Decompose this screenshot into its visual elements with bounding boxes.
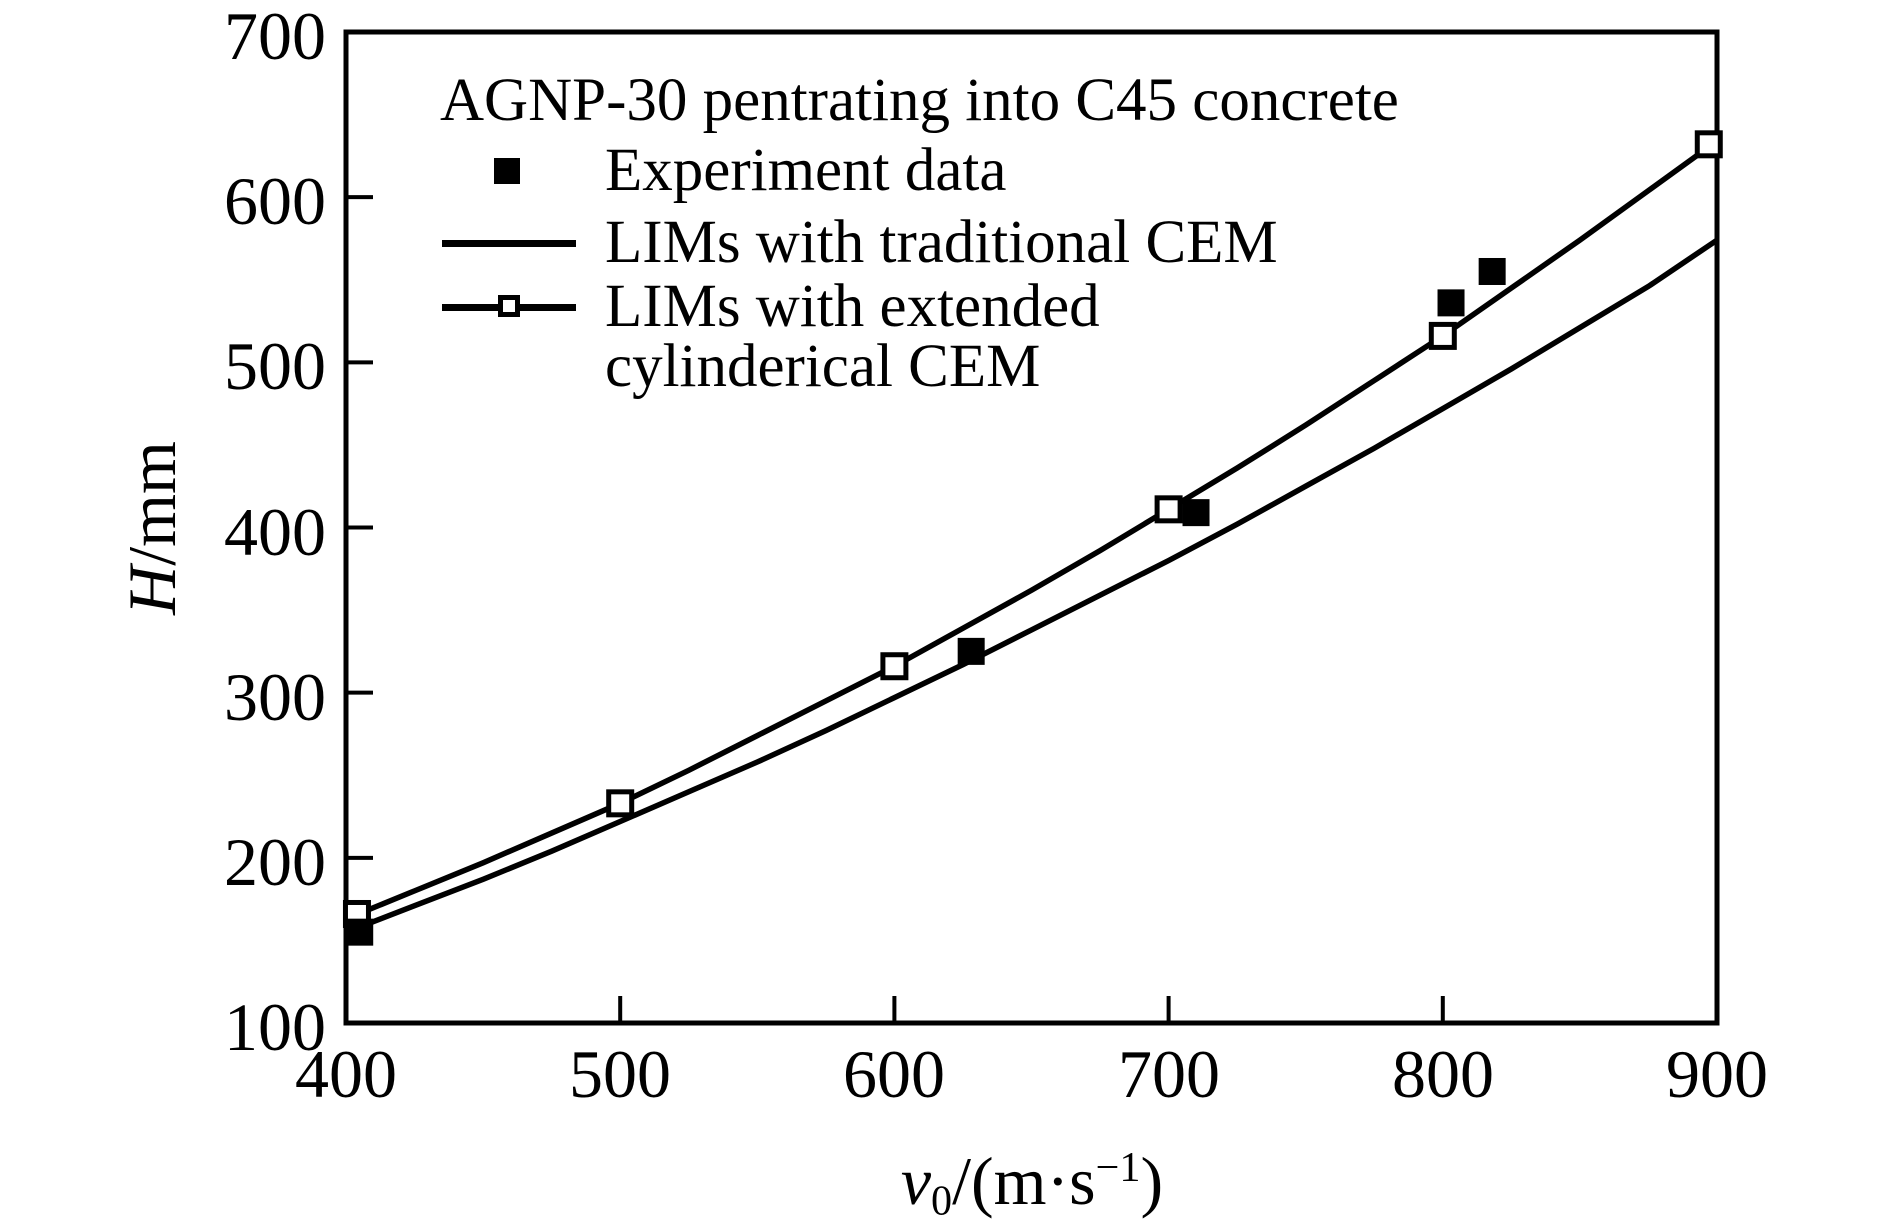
open-square-marker	[1154, 495, 1183, 524]
open-square-marker	[1428, 321, 1457, 350]
experiment-point	[1437, 289, 1465, 317]
x-tick-label: 400	[295, 1036, 397, 1112]
experiment-point	[1478, 257, 1506, 285]
legend-label-extended-cem-line2: cylinderical CEM	[605, 333, 1041, 400]
y-tick-label: 200	[224, 824, 326, 900]
y-tick-label: 100	[224, 989, 326, 1065]
series-line	[344, 138, 1719, 922]
chart-title: AGNP-30 pentrating into C45 concrete	[440, 67, 1399, 134]
y-tick-label: 300	[224, 659, 326, 735]
x-axis-unit-close: )	[1140, 1143, 1164, 1220]
x-axis-unit: /(m·s	[952, 1143, 1096, 1220]
legend-label-traditional-cem: LIMs with traditional CEM	[605, 209, 1278, 276]
y-tick-label: 500	[224, 328, 326, 404]
open-square-marker	[1694, 130, 1723, 159]
legend-marker-open-square	[498, 295, 520, 317]
x-axis-title: v0/(m·s−1)	[901, 1134, 1163, 1224]
x-tick-label: 900	[1666, 1036, 1768, 1112]
y-axis-variable: H	[114, 565, 190, 615]
y-axis-title: H/mm	[114, 441, 190, 615]
open-square-marker	[880, 652, 909, 681]
y-tick-label: 700	[224, 0, 326, 74]
experiment-point	[1182, 499, 1210, 527]
plot-box	[343, 29, 1720, 1026]
x-tick-label: 600	[843, 1036, 945, 1112]
x-tick-label: 500	[569, 1036, 671, 1112]
legend-marker-solid-line	[442, 240, 576, 247]
x-axis-subscript: 0	[931, 1177, 953, 1224]
x-tick-label: 700	[1118, 1036, 1220, 1112]
y-axis-unit: /mm	[114, 441, 190, 566]
x-tick-label: 800	[1392, 1036, 1494, 1112]
legend-marker-filled-square	[494, 158, 520, 184]
legend-label-experiment-data: Experiment data	[605, 137, 1007, 204]
x-axis-superscript: −1	[1095, 1144, 1141, 1191]
experiment-point	[957, 637, 985, 665]
y-tick-label: 400	[224, 494, 326, 570]
legend-label-extended-cem-line1: LIMs with extended	[605, 273, 1100, 340]
x-axis-variable: v	[900, 1143, 932, 1220]
experiment-point	[346, 918, 374, 946]
y-tick-label: 600	[224, 163, 326, 239]
series-line	[345, 237, 1719, 935]
open-square-marker	[606, 789, 635, 818]
